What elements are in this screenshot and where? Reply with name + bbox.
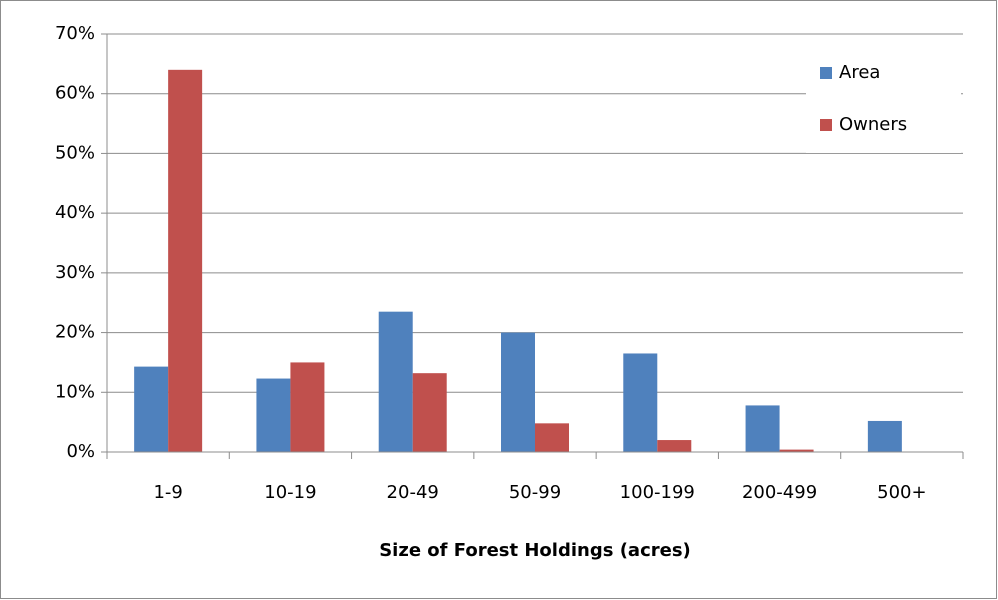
- bar: [779, 449, 814, 452]
- x-tick-label: 100-199: [620, 482, 695, 503]
- bar: [867, 420, 902, 452]
- x-tick-label: 1-9: [153, 482, 182, 503]
- x-tick-label: 20-49: [387, 482, 439, 503]
- y-tick-label: 10%: [55, 381, 95, 402]
- legend-label: Owners: [839, 114, 907, 135]
- bar: [168, 69, 203, 452]
- bar: [412, 373, 447, 452]
- legend-label: Area: [839, 62, 880, 83]
- y-tick-label: 30%: [55, 262, 95, 283]
- y-tick-label: 0%: [66, 441, 95, 462]
- bar: [501, 332, 535, 452]
- axes: 0% 10% 20% 30% 40% 50% 60% 70% 1-9 10-19 20-49 50-9…: [55, 23, 964, 503]
- legend-box: [806, 48, 961, 153]
- bar: [623, 353, 658, 452]
- legend-swatch: [820, 67, 832, 79]
- bars: [134, 69, 902, 452]
- x-tick-label: 50-99: [509, 482, 561, 503]
- bar: [535, 423, 569, 452]
- y-tick-label: 20%: [55, 322, 95, 343]
- y-tick-label: 60%: [55, 83, 95, 104]
- x-axis-label: Size of Forest Holdings (acres): [379, 540, 691, 561]
- bar: [134, 366, 169, 452]
- y-tick-label: 40%: [55, 202, 95, 223]
- y-tick-label: 70%: [55, 23, 95, 44]
- bar: [256, 378, 291, 452]
- bar: [745, 405, 780, 452]
- x-tick-label: 200-499: [742, 482, 817, 503]
- x-tick-label: 10-19: [264, 482, 316, 503]
- y-tick-label: 50%: [55, 142, 95, 163]
- bar: [378, 311, 413, 452]
- legend-swatch: [820, 119, 832, 131]
- bar: [657, 440, 692, 452]
- x-tick-label: 500+: [877, 482, 926, 503]
- bar: [290, 362, 325, 452]
